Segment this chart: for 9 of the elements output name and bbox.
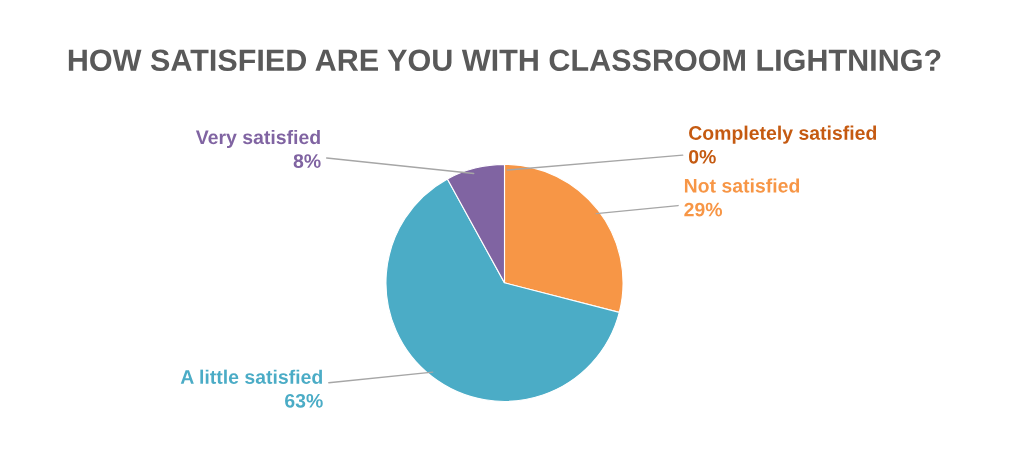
slice-label: A little satisfied bbox=[180, 369, 322, 384]
data-label: 29% bbox=[684, 202, 723, 217]
text: 0% bbox=[689, 149, 716, 164]
chart-title: HOW SATISFIED ARE YOU WITH CLASSROOM LIGHTNING? bbox=[68, 49, 941, 72]
data-label: 63% bbox=[285, 393, 323, 408]
slice-label: Very satisfied bbox=[195, 129, 320, 149]
data-label: 8% bbox=[293, 154, 321, 168]
slice-label: Not satisfied bbox=[684, 178, 800, 193]
category-label: Completely satisfied bbox=[689, 125, 877, 144]
